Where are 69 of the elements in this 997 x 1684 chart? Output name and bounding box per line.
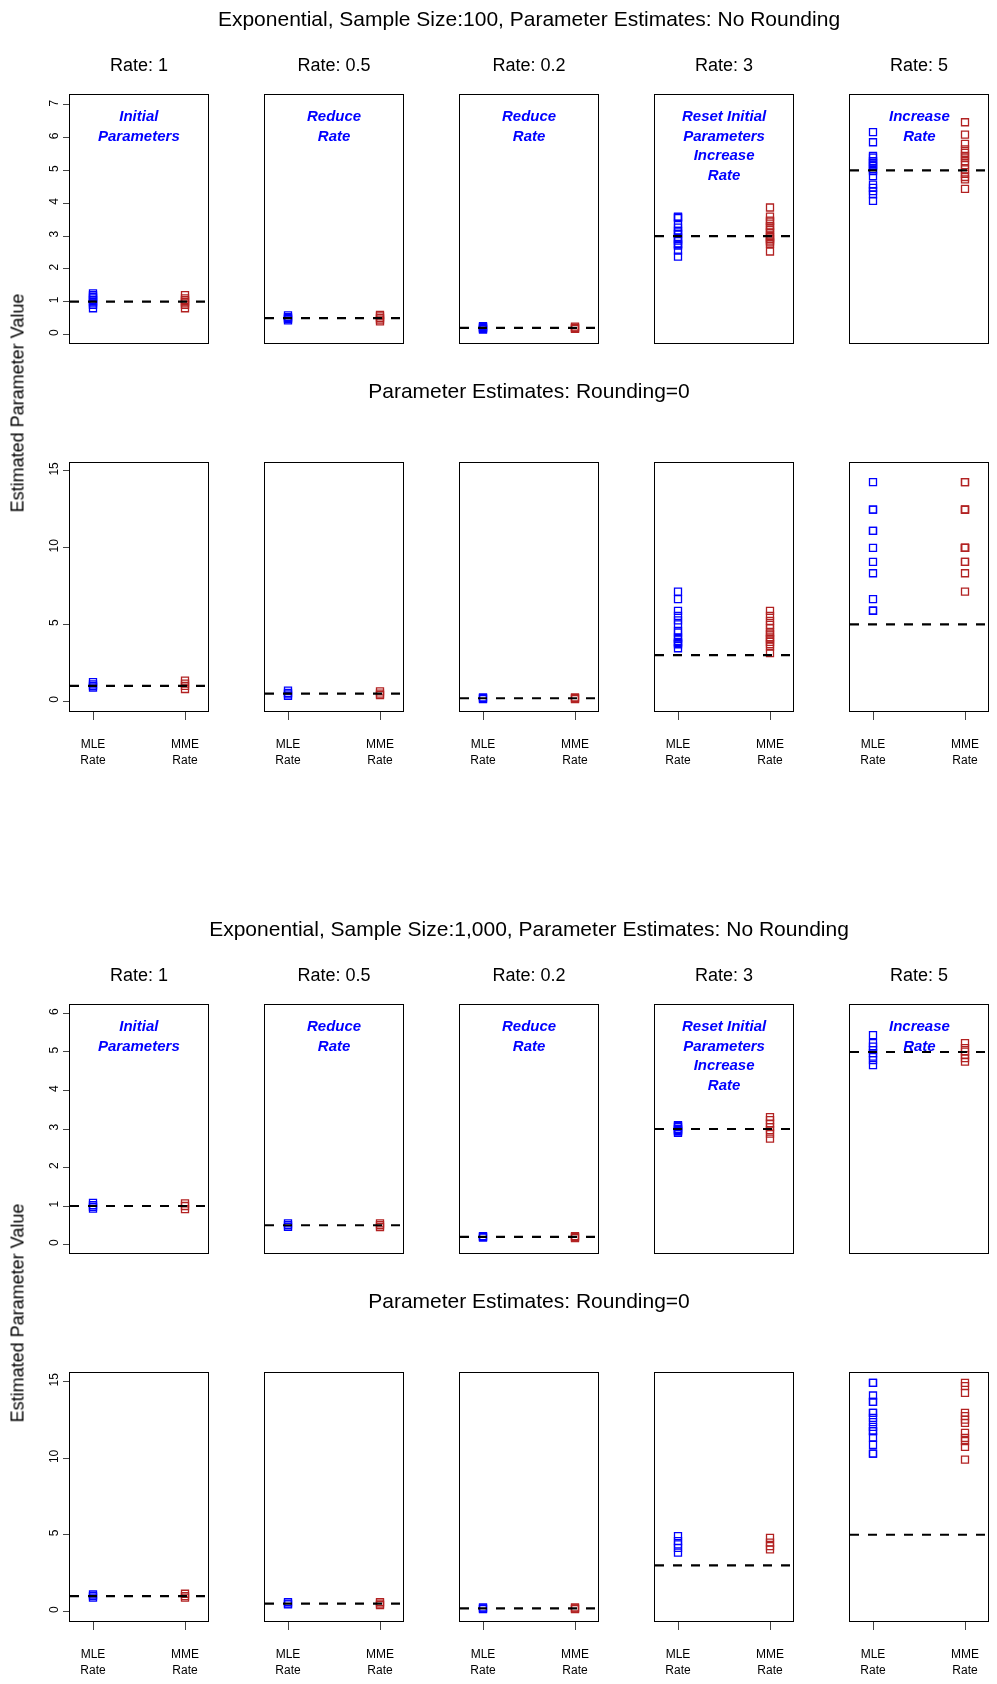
x-tick-label: MME Rate [171, 1647, 199, 1677]
x-tick-label: MLE Rate [275, 737, 301, 767]
chart-subtitle: Rate: 0.2 [491, 55, 567, 76]
y-tick-label: 10 [47, 1449, 62, 1464]
y-tick-label: 15 [47, 461, 62, 476]
y-tick-label: 3 [47, 1123, 62, 1131]
x-tick-label: MLE Rate [665, 737, 691, 767]
x-tick-label: MME Rate [561, 737, 589, 767]
chart-subtitle: Rate: 0.5 [296, 965, 372, 986]
y-tick-label: 0 [47, 1239, 62, 1247]
x-tick-label: MLE Rate [80, 1647, 106, 1677]
annotation: Initial Parameters [98, 1017, 180, 1054]
chart-subtitle: Rate: 5 [888, 965, 949, 986]
x-tick-label: MLE Rate [665, 1647, 691, 1677]
y-tick-label: 0 [47, 695, 62, 703]
y-tick-label: 15 [47, 1372, 62, 1387]
chart-subtitle: Rate: 1 [108, 55, 169, 76]
x-tick-label: MLE Rate [470, 737, 496, 767]
x-tick-label: MLE Rate [860, 737, 886, 767]
annotation: Reduce Rate [307, 107, 362, 144]
chart-subtitle: Rate: 0.5 [296, 55, 372, 76]
y-tick-label: 4 [47, 1085, 62, 1093]
y-tick-label: 7 [47, 99, 62, 107]
x-tick-label: MLE Rate [80, 737, 106, 767]
y-axis-title: Estimated Parameter Value [7, 293, 29, 513]
y-tick-label: 0 [47, 1605, 62, 1613]
chart-subtitle: Rate: 3 [693, 55, 754, 76]
chart-subtitle: Rate: 1 [108, 965, 169, 986]
y-tick-label: 6 [47, 1008, 62, 1016]
y-tick-label: 0 [47, 329, 62, 337]
chart-subtitle: Rate: 0.2 [491, 965, 567, 986]
annotation: Reduce Rate [502, 1017, 557, 1054]
y-tick-label: 1 [47, 296, 62, 304]
y-tick-label: 5 [47, 618, 62, 626]
annotation: Reset Initial Parameters Increase Rate [682, 1017, 768, 1093]
chart-subtitle: Rate: 5 [888, 55, 949, 76]
x-tick-label: MLE Rate [860, 1647, 886, 1677]
y-tick-label: 3 [47, 230, 62, 238]
x-tick-label: MME Rate [951, 1647, 979, 1677]
text: Parameter Estimates: Rounding=0 [367, 1289, 691, 1313]
chart-subtitle: Rate: 3 [693, 965, 754, 986]
y-tick-label: 10 [47, 538, 62, 553]
y-tick-label: 1 [47, 1200, 62, 1208]
y-axis-title: Estimated Parameter Value [7, 1203, 29, 1423]
annotation: Reduce Rate [307, 1017, 362, 1054]
x-tick-label: MME Rate [756, 737, 784, 767]
y-tick-label: 5 [47, 164, 62, 172]
x-tick-label: MME Rate [951, 737, 979, 767]
y-tick-label: 6 [47, 132, 62, 140]
x-tick-label: MLE Rate [470, 1647, 496, 1677]
x-tick-label: MME Rate [366, 1647, 394, 1677]
annotation: Reduce Rate [502, 107, 557, 144]
y-tick-label: 4 [47, 197, 62, 205]
annotation: Increase Rate [889, 1017, 950, 1054]
x-tick-label: MME Rate [756, 1647, 784, 1677]
y-tick-label: 5 [47, 1529, 62, 1537]
y-tick-label: 5 [47, 1046, 62, 1054]
y-tick-label: 2 [47, 263, 62, 271]
annotation: Increase Rate [889, 107, 950, 144]
text: Exponential, Sample Size:100, Parameter Estimates: No Rounding [216, 7, 842, 31]
text: Parameter Estimates: Rounding=0 [367, 379, 691, 403]
x-tick-label: MME Rate [366, 737, 394, 767]
text: Exponential, Sample Size:1,000, Parameter Estimates: No Rounding [208, 917, 850, 941]
x-tick-label: MLE Rate [275, 1647, 301, 1677]
y-tick-label: 2 [47, 1162, 62, 1170]
x-tick-label: MME Rate [561, 1647, 589, 1677]
annotation: Initial Parameters [98, 107, 180, 144]
annotation: Reset Initial Parameters Increase Rate [682, 107, 768, 183]
x-tick-label: MME Rate [171, 737, 199, 767]
